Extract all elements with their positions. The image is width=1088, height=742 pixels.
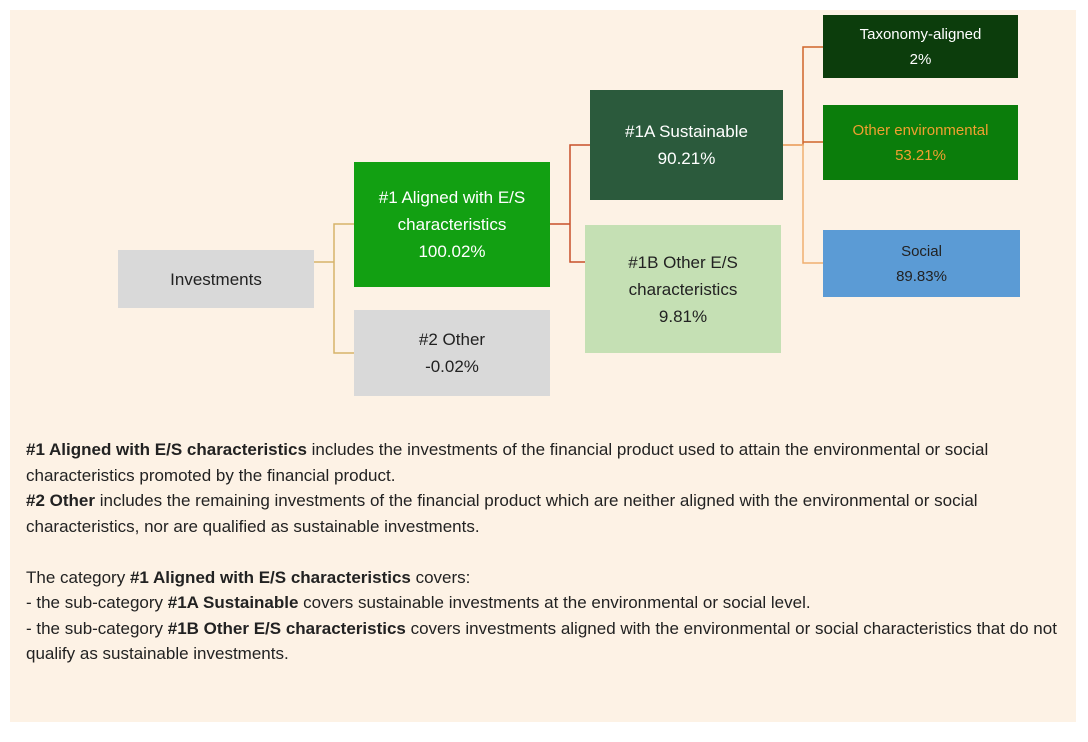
- node-value: -0.02%: [425, 357, 479, 376]
- node-value: 53.21%: [895, 146, 946, 164]
- connector: [314, 223, 354, 354]
- note-text: The category: [26, 567, 130, 587]
- connector: [783, 46, 823, 146]
- node: #2 Other -0.02%: [354, 310, 550, 396]
- note-bold: #1 Aligned with E/S characteristics: [26, 440, 307, 459]
- note-bold: #2 Other: [26, 491, 95, 510]
- node: #1B Other E/S characteristics 9.81%: [585, 225, 781, 353]
- connector: [783, 144, 823, 264]
- node-label: #1A Sustainable: [625, 122, 748, 141]
- node: Other environmental 53.21%: [823, 105, 1018, 180]
- node: Taxonomy-aligned 2%: [823, 15, 1018, 78]
- connector: [550, 144, 590, 263]
- node: #1A Sustainable 90.21%: [590, 90, 783, 200]
- node: Investments: [118, 250, 314, 308]
- note-text: - the sub-category: [26, 593, 168, 612]
- node-value: 2%: [909, 50, 932, 68]
- node-label: #1B Other E/S characteristics: [628, 252, 738, 299]
- note-paragraph: #1 Aligned with E/S characteristics incl…: [26, 437, 1061, 488]
- note-paragraph: - the sub-category #1B Other E/S charact…: [26, 616, 1061, 667]
- note-bold: #1B Other E/S characteristics: [167, 618, 406, 638]
- note-text: includes the remaining investments of th…: [26, 491, 978, 536]
- note-bold: #1A Sustainable: [167, 593, 299, 612]
- note-text: includes the investments of the financia…: [26, 440, 989, 485]
- node: Social 89.83%: [823, 230, 1020, 297]
- node-label: Other environmental: [852, 121, 989, 139]
- node-label: Social: [901, 242, 942, 260]
- note-paragraph: The category #1 Aligned with E/S charact…: [26, 565, 1061, 591]
- note-text: covers sustainable investments at the en…: [298, 593, 811, 612]
- node-label: Investments: [170, 269, 262, 289]
- note-bold: #1 Aligned with E/S characteristics: [129, 567, 411, 587]
- node-label: #1 Aligned with E/S characteristics: [378, 188, 526, 234]
- note-text: - the sub-category: [26, 618, 168, 638]
- node: #1 Aligned with E/S characteristics 100.0…: [354, 162, 550, 287]
- notes: #1 Aligned with E/S characteristics incl…: [26, 437, 1061, 667]
- note-paragraph: - the sub-category #1A Sustainable cover…: [26, 590, 1061, 616]
- node-label: #2 Other: [418, 330, 486, 349]
- node-value: 90.21%: [657, 149, 716, 168]
- note-text: covers investments aligned with the envi…: [26, 618, 1057, 664]
- node-label: Taxonomy-aligned: [859, 25, 982, 43]
- note-text: covers:: [410, 567, 471, 587]
- note-paragraph: #2 Other includes the remaining investme…: [26, 488, 1061, 539]
- node-value: 9.81%: [658, 306, 708, 326]
- node-value: 100.02%: [418, 242, 486, 261]
- node-value: 89.83%: [896, 267, 947, 285]
